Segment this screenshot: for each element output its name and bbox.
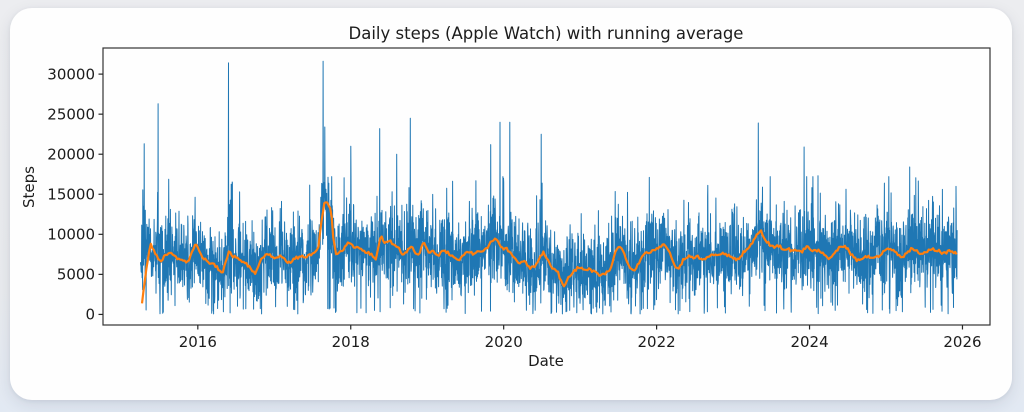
x-tick-label: 2026	[943, 333, 981, 351]
y-tick-label: 25000	[47, 105, 95, 123]
y-tick-label: 30000	[47, 65, 95, 83]
series-layer	[140, 60, 958, 315]
axes-layer: 0 5000 10000 15000 20000 25000 30000 2016 2018 20…	[47, 47, 991, 351]
plot-frame	[102, 47, 991, 326]
y-tick-label: 20000	[47, 145, 95, 163]
x-tick-label: 2024	[790, 333, 828, 351]
y-tick-label: 10000	[47, 226, 95, 244]
running-average-line	[140, 201, 958, 304]
daily-steps-line	[140, 60, 958, 315]
chart-title: Daily steps (Apple Watch) with running a…	[349, 24, 744, 43]
x-tick-label: 2016	[179, 333, 217, 351]
y-tick-label: 5000	[57, 266, 95, 284]
x-tick-label: 2018	[332, 333, 370, 351]
x-tick-label: 2022	[638, 333, 676, 351]
y-axis-label: Steps	[20, 166, 38, 208]
y-tick-label: 0	[85, 306, 95, 324]
y-tick-label: 15000	[47, 185, 95, 203]
x-tick-label: 2020	[485, 333, 523, 351]
chart-card	[10, 8, 1012, 400]
x-axis-label: Date	[528, 352, 564, 370]
